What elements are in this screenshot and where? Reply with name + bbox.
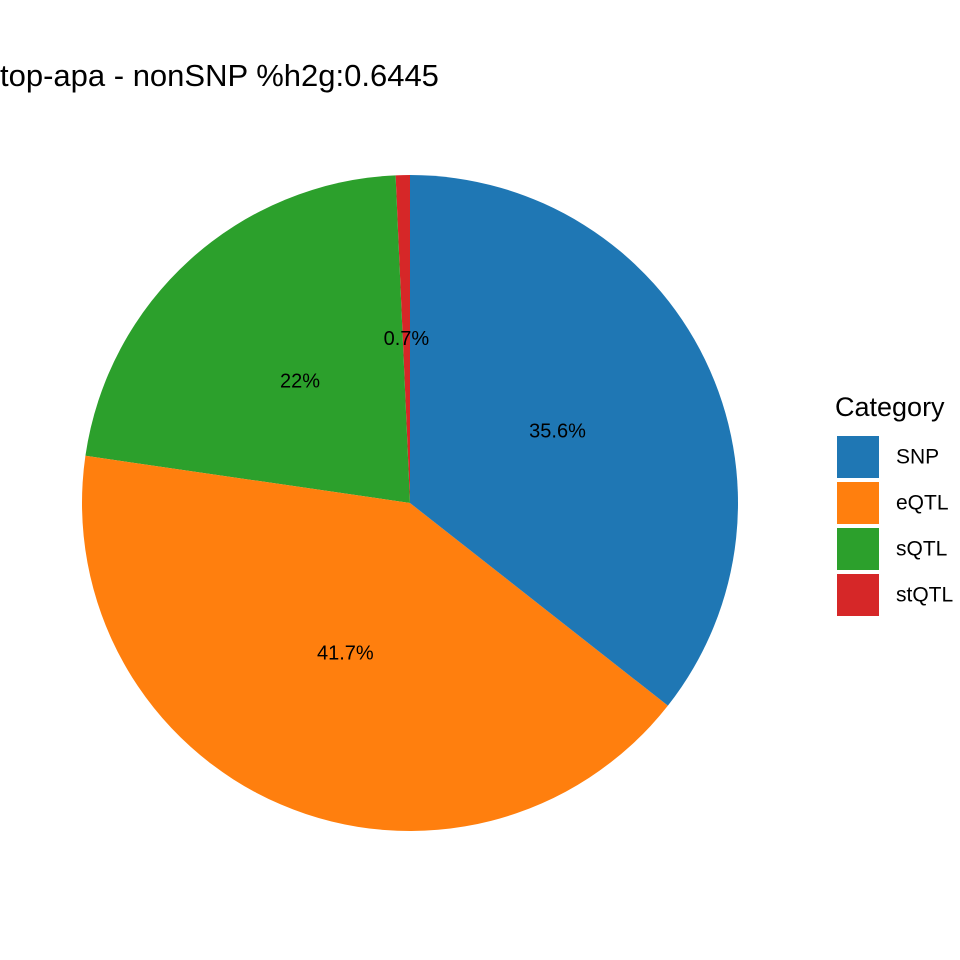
legend-label-snp: SNP (896, 446, 939, 469)
slice-label-sqtl: 22% (280, 370, 320, 392)
pie-slice-labels: 0.7% 22% 41.7% 35.6% (280, 328, 586, 665)
chart-title: top-apa - nonSNP %h2g:0.6445 (0, 58, 439, 93)
pie-slice-snp (410, 175, 738, 706)
pie-slice-sqtl (85, 175, 410, 503)
pie-slice-stqtl (395, 175, 410, 503)
legend-key-eqtl (837, 482, 879, 524)
slice-label-eqtl: 41.7% (317, 643, 374, 665)
legend-key-snp (837, 436, 879, 478)
legend-label-sqtl: sQTL (896, 538, 947, 561)
legend-title: Category (835, 392, 945, 422)
legend: Category SNP eQTL sQTL stQTL (835, 392, 953, 616)
slice-label-snp: 35.6% (529, 420, 586, 442)
legend-key-sqtl (837, 528, 879, 570)
legend-label-eqtl: eQTL (896, 492, 949, 515)
legend-label-stqtl: stQTL (896, 584, 953, 607)
legend-key-stqtl (837, 574, 879, 616)
pie-slices (82, 175, 738, 831)
pie-slice-eqtl (82, 455, 668, 831)
slice-label-stqtl: 0.7% (384, 328, 430, 350)
